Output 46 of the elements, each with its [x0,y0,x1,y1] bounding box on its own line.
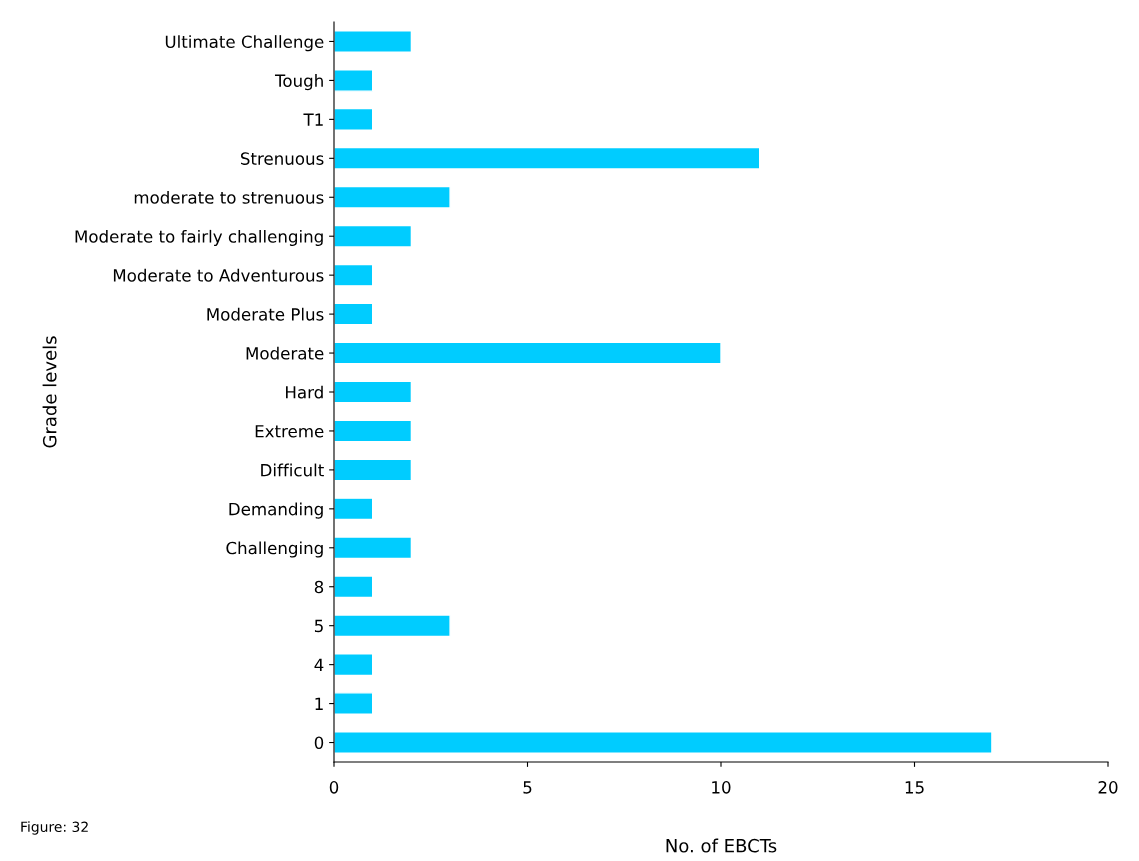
bar [334,653,374,677]
x-axis-title: No. of EBCTs [666,838,777,853]
bar [334,731,993,754]
bar [334,224,413,248]
bar [334,497,374,521]
bar [334,107,374,131]
bar [334,380,413,404]
bar [334,419,413,443]
y-tick-label: 8 [314,580,324,594]
y-tick-label: Challenging [226,541,323,558]
y-tick-label: Moderate Plus [207,307,324,321]
y-tick-label: T1 [303,113,323,126]
bar [334,692,374,715]
x-tick-label: 0 [329,781,339,794]
y-tick-label: 4 [314,658,324,671]
bar [334,458,413,482]
bar [334,146,761,170]
y-tick-label: Extreme [255,425,324,438]
y-tick-label: moderate to strenuous [134,190,324,204]
y-tick-label: Moderate [246,346,324,360]
bar [334,536,413,560]
bar [334,185,451,209]
bar [334,69,374,92]
y-axis-title: Grade levels [42,336,57,448]
x-tick-label: 20 [1098,781,1118,794]
y-tick-label: 1 [315,697,323,710]
x-tick-label: 15 [905,781,924,794]
bar [334,30,413,53]
x-tick-label: 10 [712,781,731,794]
x-tick-label: 5 [523,781,532,794]
bar [334,614,451,638]
y-tick-label: Strenuous [240,152,324,165]
y-tick-label: Moderate to Adventurous [113,268,324,282]
y-tick-label: Hard [286,385,323,399]
y-tick-label: 0 [314,736,324,750]
text: Figure: 32 [21,821,88,835]
bar [334,341,722,365]
y-tick-label: Tough [274,74,323,91]
y-tick-label: Moderate to fairly challenging [75,229,323,247]
y-tick-label: Ultimate Challenge [165,35,324,52]
y-tick-label: Difficult [261,463,324,477]
bar [334,302,374,326]
bar [334,263,374,287]
bar [334,575,374,599]
y-tick-label: Demanding [229,502,323,519]
y-tick-label: 5 [314,619,323,633]
